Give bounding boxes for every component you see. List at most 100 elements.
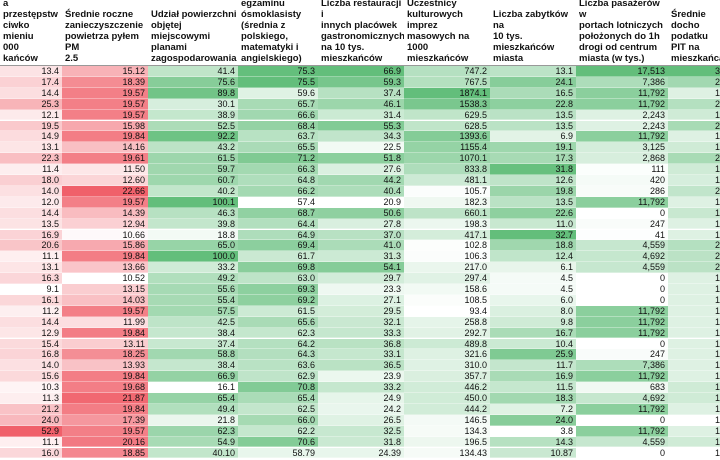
cell-exam[interactable]: 70.8: [238, 382, 318, 393]
cell-pm[interactable]: 19.57: [62, 425, 148, 437]
cell-culture[interactable]: 1155.4: [404, 142, 490, 154]
cell-pm[interactable]: 14.39: [62, 207, 148, 219]
cell-pit[interactable]: 16: [668, 87, 720, 99]
cell-pit[interactable]: 18: [668, 393, 720, 404]
cell-culture[interactable]: 747.2: [404, 66, 490, 77]
cell-crime[interactable]: 21.2: [0, 403, 62, 415]
cell-crime[interactable]: 16.1: [0, 294, 62, 306]
cell-exam[interactable]: 64.9: [238, 229, 318, 241]
cell-monuments[interactable]: 22.6: [490, 207, 576, 219]
cell-plans[interactable]: 49.2: [148, 273, 238, 284]
cell-exam[interactable]: 66.0: [238, 414, 318, 426]
cell-crime[interactable]: 11.3: [0, 393, 62, 404]
cell-pit[interactable]: 22: [668, 240, 720, 252]
cell-crime[interactable]: 12.1: [0, 109, 62, 121]
cell-airport[interactable]: 41: [576, 229, 668, 241]
column-header-exam[interactable]: Średni wynik egzaminu ósmoklasisty (śred…: [241, 0, 302, 64]
cell-exam[interactable]: 61.7: [238, 251, 318, 263]
cell-monuments[interactable]: 17.3: [490, 153, 576, 165]
cell-rest[interactable]: 27.6: [318, 164, 404, 175]
cell-monuments[interactable]: 24.1: [490, 76, 576, 88]
cell-exam[interactable]: 70.6: [238, 436, 318, 448]
cell-culture[interactable]: 1538.3: [404, 98, 490, 110]
cell-crime[interactable]: 9.1: [0, 284, 62, 295]
cell-plans[interactable]: 46.3: [148, 207, 238, 219]
cell-crime[interactable]: 16.0: [0, 447, 62, 459]
cell-pm[interactable]: 20.16: [62, 436, 148, 448]
cell-plans[interactable]: 92.2: [148, 131, 238, 143]
cell-culture[interactable]: 182.3: [404, 196, 490, 208]
cell-rest[interactable]: 29.7: [318, 273, 404, 284]
cell-airport[interactable]: 7,386: [576, 76, 668, 88]
cell-monuments[interactable]: 6.1: [490, 262, 576, 274]
cell-rest[interactable]: 50.6: [318, 207, 404, 219]
cell-pm[interactable]: 19.84: [62, 131, 148, 143]
cell-airport[interactable]: 111: [576, 164, 668, 175]
cell-culture[interactable]: 489.8: [404, 338, 490, 350]
cell-pit[interactable]: 18: [668, 382, 720, 393]
cell-plans[interactable]: 40.10: [148, 447, 238, 459]
cell-airport[interactable]: 0: [576, 338, 668, 350]
cell-pm[interactable]: 19.61: [62, 153, 148, 165]
cell-culture[interactable]: 1874.1: [404, 87, 490, 99]
cell-exam[interactable]: 68.4: [238, 120, 318, 132]
cell-monuments[interactable]: 16.7: [490, 327, 576, 339]
cell-exam[interactable]: 68.7: [238, 207, 318, 219]
cell-pit[interactable]: 16: [668, 371, 720, 383]
cell-pit[interactable]: 21: [668, 262, 720, 274]
cell-airport[interactable]: 4,692: [576, 251, 668, 263]
cell-crime[interactable]: 13.1: [0, 262, 62, 274]
cell-pit[interactable]: 16: [668, 273, 720, 284]
cell-crime[interactable]: 16.3: [0, 273, 62, 284]
cell-monuments[interactable]: 12.6: [490, 175, 576, 186]
cell-monuments[interactable]: 11.0: [490, 218, 576, 230]
cell-pm[interactable]: 14.16: [62, 142, 148, 154]
cell-airport[interactable]: 11,792: [576, 87, 668, 99]
cell-exam[interactable]: 61.5: [238, 305, 318, 317]
cell-plans[interactable]: 66.9: [148, 371, 238, 383]
cell-plans[interactable]: 38.9: [148, 109, 238, 121]
cell-exam[interactable]: 58.79: [238, 447, 318, 459]
cell-exam[interactable]: 64.4: [238, 218, 318, 230]
cell-exam[interactable]: 57.4: [238, 196, 318, 208]
cell-airport[interactable]: 420: [576, 175, 668, 186]
cell-plans[interactable]: 41.4: [148, 66, 238, 77]
cell-culture[interactable]: 833.8: [404, 164, 490, 175]
cell-rest[interactable]: 23.3: [318, 284, 404, 295]
cell-pit[interactable]: 19: [668, 207, 720, 219]
cell-airport[interactable]: 11,792: [576, 305, 668, 317]
cell-pit[interactable]: 16: [668, 131, 720, 143]
cell-rest[interactable]: 24.39: [318, 447, 404, 459]
column-header-plans[interactable]: Udział powierzchni objętej miejscowymi p…: [151, 9, 237, 64]
cell-rest[interactable]: 32.5: [318, 425, 404, 437]
cell-airport[interactable]: 11,792: [576, 196, 668, 208]
cell-pit[interactable]: 22: [668, 98, 720, 110]
cell-pm[interactable]: 19.57: [62, 196, 148, 208]
cell-culture[interactable]: 146.5: [404, 414, 490, 426]
cell-airport[interactable]: 0: [576, 294, 668, 306]
cell-rest[interactable]: 27.8: [318, 218, 404, 230]
cell-pm[interactable]: 13.93: [62, 360, 148, 372]
cell-culture[interactable]: 450.0: [404, 393, 490, 404]
cell-pm[interactable]: 15.12: [62, 66, 148, 77]
column-header-monuments[interactable]: Liczba zabytków na 10 tys. mieszkańców m…: [493, 9, 568, 64]
cell-pm[interactable]: 19.84: [62, 371, 148, 383]
cell-monuments[interactable]: 22.8: [490, 98, 576, 110]
cell-monuments[interactable]: 13.5: [490, 120, 576, 132]
cell-pm[interactable]: 19.57: [62, 305, 148, 317]
cell-culture[interactable]: 481.1: [404, 175, 490, 186]
cell-exam[interactable]: 62.9: [238, 371, 318, 383]
cell-monuments[interactable]: 25.9: [490, 349, 576, 361]
cell-exam[interactable]: 64.2: [238, 338, 318, 350]
cell-rest[interactable]: 31.3: [318, 251, 404, 263]
cell-rest[interactable]: 27.1: [318, 294, 404, 306]
cell-rest[interactable]: 54.1: [318, 262, 404, 274]
cell-rest[interactable]: 31.4: [318, 109, 404, 121]
cell-pit[interactable]: 16: [668, 284, 720, 295]
cell-exam[interactable]: 69.4: [238, 240, 318, 252]
cell-culture[interactable]: 310.0: [404, 360, 490, 372]
cell-pit[interactable]: 16: [668, 360, 720, 372]
cell-exam[interactable]: 69.8: [238, 262, 318, 274]
cell-monuments[interactable]: 3.8: [490, 425, 576, 437]
cell-monuments[interactable]: 4.5: [490, 284, 576, 295]
